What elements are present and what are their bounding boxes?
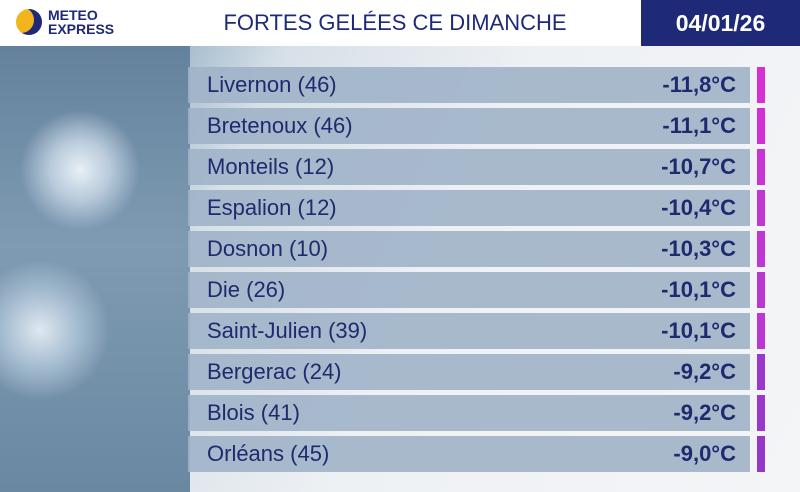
place-name: Die (26) xyxy=(207,277,286,302)
place-name: Orléans (45) xyxy=(207,441,330,466)
accent-bar xyxy=(757,395,765,431)
place-name: Bretenoux (46) xyxy=(207,113,353,138)
temperature: -9,0°C xyxy=(673,441,736,466)
date: 04/01/26 xyxy=(641,0,800,46)
temperature: -10,1°C xyxy=(661,277,736,302)
temperature: -11,1°C xyxy=(662,113,736,138)
accent-bar xyxy=(757,272,765,308)
temperature: -10,3°C xyxy=(661,236,736,261)
table-row: Dosnon (10) -10,3°C xyxy=(188,231,750,267)
logo-icon xyxy=(16,9,42,35)
table-row: Bergerac (24) -9,2°C xyxy=(188,354,750,390)
temperature: -9,2°C xyxy=(673,359,736,384)
accent-bar xyxy=(757,149,765,185)
place-name: Blois (41) xyxy=(207,400,300,425)
accent-bar xyxy=(757,354,765,390)
table-row: Espalion (12) -10,4°C xyxy=(188,190,750,226)
accent-bar xyxy=(757,436,765,472)
accent-bar xyxy=(757,108,765,144)
logo-line: METEO xyxy=(48,7,98,23)
table-row: Orléans (45) -9,0°C xyxy=(188,436,750,472)
logo: METEO EXPRESS xyxy=(16,8,114,36)
temperature: -9,2°C xyxy=(673,400,736,425)
title: FORTES GELÉES CE DIMANCHE xyxy=(223,10,567,35)
header: METEO EXPRESS FORTES GELÉES CE DIMANCHE … xyxy=(0,0,800,46)
accent-bar xyxy=(757,190,765,226)
logo-text: METEO EXPRESS xyxy=(48,8,114,36)
accent-bar xyxy=(757,313,765,349)
table-row: Livernon (46) -11,8°C xyxy=(188,67,750,103)
table-row: Saint-Julien (39) -10,1°C xyxy=(188,313,750,349)
place-name: Monteils (12) xyxy=(207,154,335,179)
temperature: -10,1°C xyxy=(661,318,736,343)
logo-line: EXPRESS xyxy=(48,21,115,37)
place-name: Espalion (12) xyxy=(207,195,337,220)
table-row: Blois (41) -9,2°C xyxy=(188,395,750,431)
temperature: -11,8°C xyxy=(662,72,736,97)
place-name: Bergerac (24) xyxy=(207,359,342,384)
table-row: Monteils (12) -10,7°C xyxy=(188,149,750,185)
place-name: Saint-Julien (39) xyxy=(207,318,368,343)
place-name: Livernon (46) xyxy=(207,72,337,97)
temperature: -10,7°C xyxy=(661,154,736,179)
place-name: Dosnon (10) xyxy=(207,236,329,261)
accent-bar xyxy=(757,67,765,103)
temperature: -10,4°C xyxy=(661,195,736,220)
table-row: Die (26) -10,1°C xyxy=(188,272,750,308)
background-image xyxy=(0,0,190,492)
table-row: Bretenoux (46) -11,1°C xyxy=(188,108,750,144)
accent-bar xyxy=(757,231,765,267)
